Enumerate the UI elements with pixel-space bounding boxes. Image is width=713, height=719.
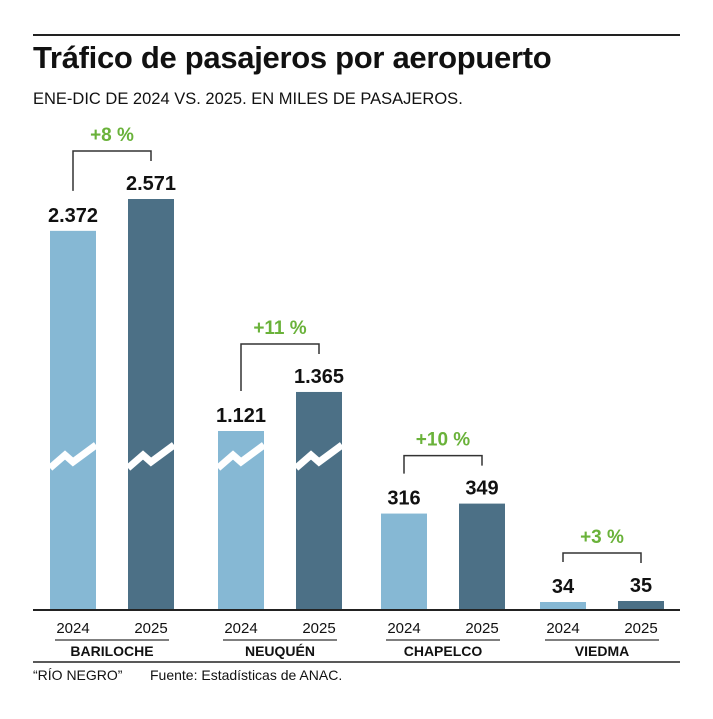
category-label: CHAPELCO	[404, 643, 483, 659]
value-label: 1.121	[216, 405, 266, 427]
value-label: 349	[465, 478, 498, 500]
year-tick-label: 2025	[134, 620, 167, 637]
bar-chapelco-2025	[459, 503, 505, 609]
axis-break-icon	[293, 442, 345, 471]
category-label: VIEDMA	[575, 643, 629, 659]
value-label: 316	[387, 488, 420, 510]
axis-break-icon	[47, 442, 99, 471]
year-tick-label: 2025	[302, 620, 335, 637]
value-label: 1.365	[294, 366, 344, 388]
chart-subtitle: ENE-DIC DE 2024 VS. 2025. EN MILES DE PA…	[33, 90, 463, 108]
value-label: 2.372	[48, 205, 98, 227]
growth-label: +8 %	[90, 125, 134, 146]
year-tick-label: 2024	[387, 620, 420, 637]
growth-bracket	[403, 454, 483, 474]
bar-viedma-2025	[618, 601, 664, 609]
chart-title: Tráfico de pasajeros por aeropuerto	[33, 40, 552, 75]
category-label: BARILOCHE	[70, 643, 153, 659]
value-label: 2.571	[126, 173, 176, 195]
bar-neuquén-2025	[296, 391, 342, 609]
growth-bracket	[562, 552, 642, 563]
source-note: Fuente: Estadísticas de ANAC.	[150, 667, 343, 683]
credit: “RÍO NEGRO”	[33, 667, 123, 683]
year-tick-label: 2025	[624, 620, 657, 637]
year-tick-label: 2024	[224, 620, 257, 637]
value-label: 35	[630, 575, 652, 597]
axis-break-icon	[125, 442, 177, 471]
bar-bariloche-2024	[50, 230, 96, 609]
growth-label: +10 %	[416, 430, 471, 451]
bar-chapelco-2024	[381, 513, 427, 609]
category-label: NEUQUÉN	[245, 643, 315, 659]
bar-bariloche-2025	[128, 199, 174, 609]
growth-label: +3 %	[580, 527, 624, 548]
growth-label: +11 %	[253, 318, 306, 339]
year-tick-label: 2024	[56, 620, 89, 637]
axis-break-icon	[215, 442, 267, 471]
growth-bracket	[240, 343, 320, 391]
growth-bracket	[72, 150, 152, 191]
year-tick-label: 2024	[546, 620, 579, 637]
bar-viedma-2024	[540, 602, 586, 609]
year-tick-label: 2025	[465, 620, 498, 637]
top-rule	[33, 34, 680, 36]
value-label: 34	[552, 576, 575, 598]
